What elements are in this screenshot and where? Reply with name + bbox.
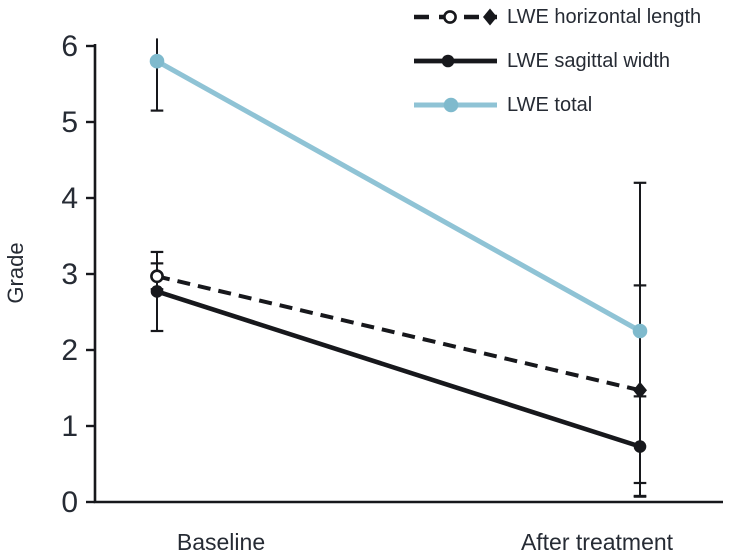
- lwe-total-filled-circle-marker: [632, 323, 648, 339]
- lwe-horizontal-length-open-circle-marker: [150, 269, 164, 284]
- y-tick-label: 5: [61, 106, 78, 139]
- legend-label-lwe-sagittal-width: LWE sagittal width: [507, 50, 671, 72]
- y-tick-label: 4: [61, 182, 78, 215]
- x-category-label-after-treatment: After treatment: [520, 529, 674, 555]
- lwe-sagittal-width-filled-circle-marker: [150, 285, 164, 298]
- axis-lines: [93, 44, 723, 504]
- y-tick-label: 2: [61, 334, 78, 367]
- y-axis-title: Grade: [3, 242, 28, 304]
- legend-label-lwe-horizontal-length: LWE horizontal length: [507, 6, 702, 28]
- legend-label-lwe-total: LWE total: [507, 94, 593, 116]
- y-tick-label: 0: [61, 486, 78, 519]
- legend-lwe-horizontal-length-open-circle-marker: [443, 10, 457, 24]
- legend-lwe-total-filled-circle-marker: [443, 97, 459, 113]
- x-category-label-baseline: Baseline: [176, 529, 266, 555]
- lwe-horizontal-length-filled-diamond-marker: [633, 381, 647, 399]
- legend-lwe-horizontal-length-filled-diamond-marker: [483, 8, 497, 26]
- y-tick-label: 6: [61, 30, 78, 63]
- lwe-sagittal-width-filled-circle-marker: [633, 440, 647, 453]
- lwe-total-filled-circle-marker: [149, 53, 165, 69]
- series-line-lwe-sagittal-width: [156, 289, 641, 449]
- y-tick-label: 3: [61, 258, 78, 291]
- y-tick-label: 1: [61, 410, 78, 443]
- legend-lwe-sagittal-width-filled-circle-marker: [441, 54, 455, 68]
- series-line-lwe-total: [155, 59, 642, 334]
